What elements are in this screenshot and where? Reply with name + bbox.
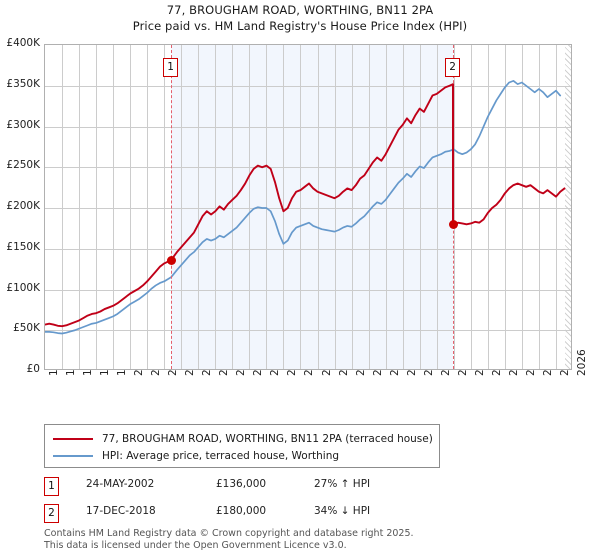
transaction-hpi-delta: 34% ↓ HPI	[314, 505, 371, 517]
y-axis-tick-label: £50K	[13, 322, 40, 335]
legend-label: 77, BROUGHAM ROAD, WORTHING, BN11 2PA (t…	[102, 432, 433, 445]
grid-line-vertical	[402, 45, 404, 369]
projection-hatch-band	[565, 45, 571, 369]
grid-line-vertical	[436, 45, 438, 369]
grid-line-vertical	[521, 45, 523, 369]
grid-line-vertical	[130, 45, 132, 369]
y-axis-tick-label: £100K	[6, 281, 40, 294]
transaction-point-1[interactable]	[166, 255, 176, 265]
grid-line-vertical	[113, 45, 115, 369]
grid-line-vertical	[62, 45, 64, 369]
grid-line-vertical	[538, 45, 540, 369]
legend-color-swatch	[53, 454, 93, 457]
series-line-price-paid	[45, 83, 566, 328]
table-row[interactable]: 2 17-DEC-2018 £180,000 34% ↓ HPI	[44, 504, 474, 526]
grid-line-vertical	[470, 45, 472, 369]
grid-line-horizontal	[45, 167, 571, 169]
y-axis-tick-label: £0	[26, 363, 40, 375]
grid-line-horizontal	[45, 248, 571, 250]
footer-line-1: Contains HM Land Registry data © Crown c…	[44, 528, 414, 539]
marker-flag-2[interactable]: 2	[445, 58, 461, 77]
footer: Contains HM Land Registry data © Crown c…	[44, 528, 584, 551]
transaction-hpi-delta: 27% ↑ HPI	[314, 478, 371, 490]
legend-label: HPI: Average price, terraced house, Wort…	[102, 449, 340, 462]
chart-title-block: 77, BROUGHAM ROAD, WORTHING, BN11 2PA Pr…	[0, 2, 600, 34]
page-title: 77, BROUGHAM ROAD, WORTHING, BN11 2PA	[166, 3, 434, 17]
grid-line-horizontal	[45, 289, 571, 291]
grid-line-vertical	[249, 45, 251, 369]
y-axis-tick-label: £350K	[6, 77, 40, 90]
grid-line-vertical	[351, 45, 353, 369]
legend-color-swatch	[53, 437, 93, 440]
series-line-hpi	[45, 80, 562, 335]
grid-line-vertical	[504, 45, 506, 369]
y-axis-tick-label: £400K	[6, 37, 40, 49]
grid-line-vertical	[385, 45, 387, 369]
marker-flag-1[interactable]: 1	[163, 58, 179, 77]
grid-line-vertical	[487, 45, 489, 369]
y-axis-tick-label: £200K	[6, 200, 40, 212]
transaction-price: £136,000	[216, 478, 267, 490]
grid-line-vertical	[317, 45, 319, 369]
grid-line-horizontal	[45, 330, 571, 332]
transaction-date: 24-MAY-2002	[86, 478, 155, 490]
grid-line-vertical	[453, 45, 455, 369]
grid-line-vertical	[334, 45, 336, 369]
page-subtitle: Price paid vs. HM Land Registry's House …	[132, 19, 468, 33]
x-axis-tick-label: 2026	[576, 349, 588, 376]
legend-item: HPI: Average price, terraced house, Wort…	[53, 447, 431, 464]
grid-line-vertical	[96, 45, 98, 369]
transaction-index-badge: 2	[44, 504, 59, 523]
event-marker-line	[171, 45, 173, 369]
transaction-price: £180,000	[216, 505, 267, 517]
series-lines	[45, 80, 566, 335]
grid-line-horizontal	[45, 208, 571, 209]
grid-line-vertical	[266, 45, 268, 369]
y-axis-tick-label: £250K	[6, 159, 40, 172]
grid-line-vertical	[300, 45, 302, 369]
y-axis-tick-label: £300K	[6, 118, 40, 131]
y-axis-tick-label: £150K	[6, 240, 40, 253]
grid-line-vertical	[79, 45, 81, 369]
grid-line-vertical	[164, 45, 166, 369]
chart-legend: 77, BROUGHAM ROAD, WORTHING, BN11 2PA (t…	[44, 424, 440, 468]
grid-line-vertical	[555, 45, 557, 369]
plot-area	[44, 44, 572, 370]
grid-line-horizontal	[45, 85, 571, 87]
price-drop-connector	[452, 84, 455, 225]
grid-line-vertical	[147, 45, 149, 369]
transaction-point-2[interactable]	[448, 219, 458, 229]
transaction-index-badge: 1	[44, 477, 59, 496]
grid-line-vertical	[419, 45, 421, 369]
table-row[interactable]: 1 24-MAY-2002 £136,000 27% ↑ HPI	[44, 477, 474, 499]
grid-line-vertical	[232, 45, 234, 369]
grid-line-vertical	[215, 45, 217, 369]
grid-line-horizontal	[45, 126, 571, 128]
footer-line-2: This data is licensed under the Open Gov…	[44, 539, 347, 551]
legend-item: 77, BROUGHAM ROAD, WORTHING, BN11 2PA (t…	[53, 430, 433, 447]
grid-line-vertical	[181, 45, 183, 369]
grid-line-vertical	[283, 45, 285, 369]
grid-line-vertical	[198, 45, 200, 369]
grid-line-vertical	[368, 45, 370, 369]
transaction-date: 17-DEC-2018	[86, 505, 156, 517]
